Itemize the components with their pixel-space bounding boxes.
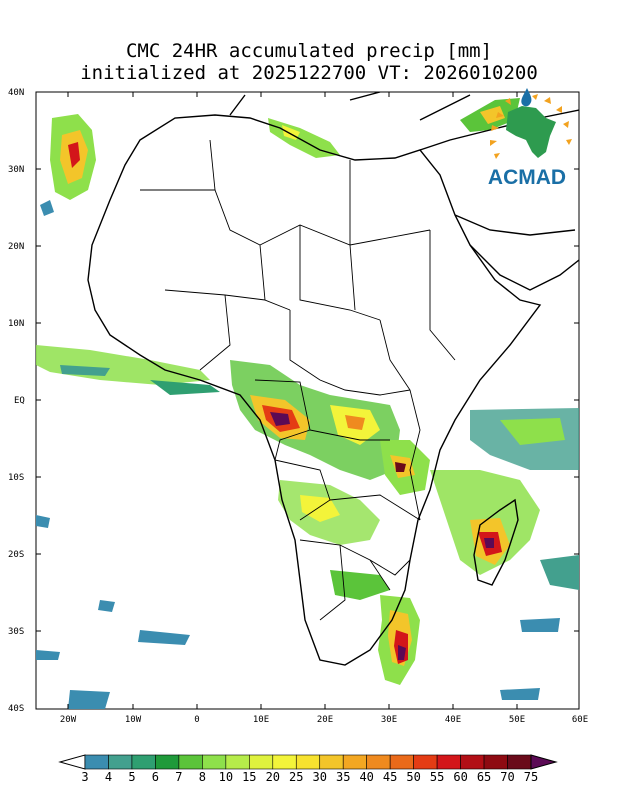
acmad-logo-text: ACMAD (488, 166, 566, 189)
colorbar-label: 4 (105, 770, 112, 784)
map-title-line1: CMC 24HR accumulated precip [mm] (125, 40, 493, 62)
colorbar-swatch (202, 754, 227, 770)
lat-label: 20N (8, 242, 24, 252)
colorbar-label: 45 (383, 770, 397, 784)
colorbar-label: 6 (152, 770, 159, 784)
colorbar-label: 70 (500, 770, 514, 784)
colorbar-labels: 3 4 5 6 7 8 10 15 20 25 30 35 40 45 50 55 60 65 70 75 (81, 770, 538, 784)
lon-label: 10E (253, 715, 269, 725)
water-drop-icon (521, 88, 532, 107)
colorbar-swatch (249, 754, 274, 770)
colorbar-swatch (225, 754, 250, 770)
colorbar-label: 30 (313, 770, 327, 784)
colorbar-label: 75 (524, 770, 538, 784)
colorbar: 3 4 5 6 7 8 10 15 20 25 30 35 40 45 50 55 60 65 70 75 (58, 754, 558, 784)
lat-label: 40S (8, 704, 24, 714)
colorbar-label: 15 (242, 770, 256, 784)
sun-rays-icon (490, 94, 572, 159)
lon-label: 50E (509, 715, 525, 725)
lon-label: 40E (445, 715, 461, 725)
arabia-coast (454, 214, 576, 236)
lat-label: 30S (8, 627, 24, 637)
country-borders (140, 139, 456, 621)
colorbar-swatch (389, 754, 414, 770)
lon-label: 30E (381, 715, 397, 725)
madagascar-coastline (473, 498, 519, 586)
colorbar-label: 35 (336, 770, 350, 784)
colorbar-swatch (295, 754, 321, 770)
lon-label: 20E (317, 715, 333, 725)
precip-indian-ocean (430, 408, 579, 590)
coastlines (87, 92, 579, 666)
colorbar-low-arrow (58, 754, 86, 770)
colorbar-swatch (366, 754, 391, 770)
colorbar-label: 10 (219, 770, 233, 784)
colorbar-label: 7 (175, 770, 182, 784)
colorbar-swatch (319, 754, 344, 770)
colorbar-high-arrow (530, 754, 558, 770)
lon-label: 60E (572, 715, 588, 725)
precip-north-atlantic (40, 114, 96, 216)
middle-east-coast (419, 109, 579, 151)
colorbar-swatch (436, 754, 461, 770)
colorbar-label: 3 (81, 770, 88, 784)
colorbar-swatch (84, 754, 109, 770)
colorbar-swatch (507, 754, 532, 770)
precip-south-atlantic (36, 515, 560, 709)
africa-coastline (87, 114, 542, 666)
lon-label: 0 (194, 715, 199, 725)
lat-label: 30N (8, 165, 24, 175)
colorbar-label: 20 (266, 770, 280, 784)
colorbar-swatch (108, 754, 133, 770)
colorbar-swatch (483, 754, 508, 770)
colorbar-label: 60 (453, 770, 467, 784)
colorbar-swatch (178, 754, 203, 770)
europe-coast-fragments (229, 92, 471, 121)
colorbar-swatch (131, 754, 156, 770)
lon-label: 10W (125, 715, 142, 725)
acmad-logo: ACMAD (488, 88, 572, 189)
lat-label: 10N (8, 319, 24, 329)
precip-west-africa-coast (36, 345, 220, 395)
precip-southern-africa (278, 480, 420, 685)
colorbar-label: 8 (199, 770, 206, 784)
arabia-south-coast (469, 244, 579, 291)
colorbar-swatch (272, 754, 297, 770)
colorbar-swatch (155, 754, 180, 770)
lat-label: 10S (8, 473, 24, 483)
lon-label: 20W (60, 715, 77, 725)
africa-continent-icon (506, 106, 556, 158)
colorbar-label: 25 (289, 770, 303, 784)
colorbar-label: 65 (477, 770, 491, 784)
map-title-line2: initialized at 2025122700 VT: 2026010200 (80, 62, 538, 84)
colorbar-label: 40 (359, 770, 373, 784)
colorbar-label: 50 (406, 770, 420, 784)
colorbar-label: 5 (128, 770, 135, 784)
precip-central-africa (230, 360, 430, 495)
colorbar-swatch (460, 754, 485, 770)
latitude-axis: 40N 30N 20N 10N EQ 10S 20S 30S 40S (8, 88, 579, 714)
colorbar-label: 55 (430, 770, 444, 784)
lat-label: 20S (8, 550, 24, 560)
lat-label: 40N (8, 88, 24, 98)
precip-fields (36, 98, 579, 709)
colorbar-swatch (413, 754, 438, 770)
longitude-axis: 20W 10W 0 10E 20E 30E 40E 50E 60E (60, 92, 588, 725)
colorbar-swatch (342, 754, 367, 770)
colorbar-swatches (84, 754, 532, 770)
lat-label: EQ (14, 396, 25, 406)
